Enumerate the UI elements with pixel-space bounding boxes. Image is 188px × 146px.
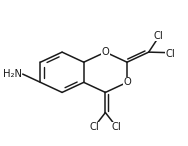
Text: Cl: Cl [154,31,164,41]
Text: O: O [123,77,131,87]
Text: Cl: Cl [112,122,121,132]
Text: Cl: Cl [165,49,175,59]
Text: Cl: Cl [89,122,99,132]
Text: H₂N: H₂N [3,69,22,79]
Text: O: O [102,47,109,57]
